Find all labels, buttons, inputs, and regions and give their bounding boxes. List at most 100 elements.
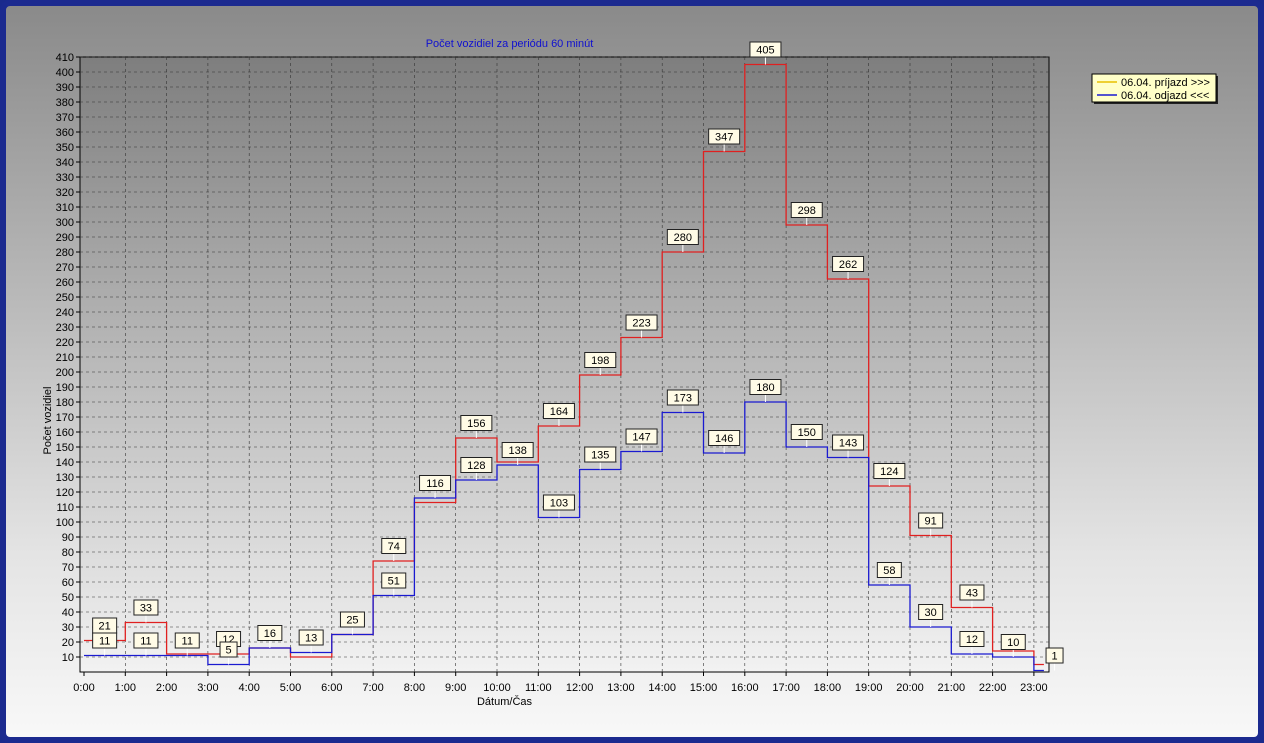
data-label: 11 xyxy=(140,636,151,648)
y-tick-label: 300 xyxy=(56,217,74,229)
x-axis-title: Dátum/Čas xyxy=(477,695,533,708)
x-tick-label: 12:00 xyxy=(566,682,594,694)
y-tick-label: 290 xyxy=(56,232,74,244)
data-label-box xyxy=(918,604,944,620)
data-label: 262 xyxy=(839,259,857,271)
data-label: 198 xyxy=(591,355,609,367)
data-label: 124 xyxy=(880,466,898,478)
y-tick-label: 60 xyxy=(62,577,74,589)
data-label-box xyxy=(257,625,283,641)
x-tick-label: 1:00 xyxy=(115,682,136,694)
x-tick-label: 6:00 xyxy=(321,682,342,694)
y-tick-label: 360 xyxy=(56,127,74,139)
data-label-box xyxy=(832,256,865,272)
x-tick-label: 7:00 xyxy=(362,682,383,694)
data-label-box xyxy=(584,352,617,368)
y-tick-label: 40 xyxy=(62,607,74,619)
y-tick-label: 280 xyxy=(56,247,74,259)
data-label-box xyxy=(625,314,658,331)
data-label: 11 xyxy=(99,636,110,648)
data-label-box xyxy=(460,457,493,473)
data-label-box xyxy=(790,202,823,218)
data-label: 11 xyxy=(182,636,193,648)
data-label-box xyxy=(832,434,865,451)
data-label-box xyxy=(381,572,407,589)
data-label-box xyxy=(749,41,782,58)
x-tick-label: 13:00 xyxy=(607,682,635,694)
data-label: 74 xyxy=(388,541,400,553)
y-tick-label: 150 xyxy=(56,442,74,454)
data-label: 280 xyxy=(674,232,692,244)
data-label-box xyxy=(419,475,452,491)
data-label: 13 xyxy=(305,633,317,645)
y-tick-label: 90 xyxy=(62,532,74,544)
x-tick-label: 14:00 xyxy=(648,682,676,694)
data-label-box xyxy=(1045,647,1064,664)
data-label-box xyxy=(625,428,658,445)
chart: 1020304050607080901001101201301401501601… xyxy=(42,38,1218,708)
y-tick-label: 160 xyxy=(56,427,74,439)
data-label-box xyxy=(1000,634,1026,650)
y-tick-label: 180 xyxy=(56,397,74,409)
x-tick-label: 10:00 xyxy=(483,682,511,694)
data-label-box xyxy=(959,631,985,647)
data-label-box xyxy=(133,599,159,616)
x-tick-label: 23:00 xyxy=(1020,682,1048,694)
data-label-box xyxy=(584,446,617,463)
y-tick-label: 170 xyxy=(56,412,74,424)
x-tick-label: 11:00 xyxy=(525,682,552,694)
data-label: 347 xyxy=(715,132,733,144)
data-label: 405 xyxy=(756,45,774,57)
x-tick-label: 22:00 xyxy=(979,682,1007,694)
y-tick-label: 270 xyxy=(56,262,74,274)
data-label: 103 xyxy=(550,498,568,510)
y-tick-label: 350 xyxy=(56,142,74,154)
y-tick-label: 330 xyxy=(56,172,74,184)
y-tick-label: 310 xyxy=(56,202,74,214)
x-tick-label: 21:00 xyxy=(938,682,966,694)
x-tick-label: 2:00 xyxy=(156,682,177,694)
data-label-box xyxy=(298,629,324,646)
data-label: 43 xyxy=(966,588,978,600)
data-label: 58 xyxy=(883,565,895,577)
data-label-box xyxy=(708,128,741,145)
y-tick-label: 30 xyxy=(62,622,74,634)
legend-label: 06.04. odjazd <<< xyxy=(1121,90,1209,102)
x-tick-label: 17:00 xyxy=(772,682,800,694)
plot-area xyxy=(79,56,1050,673)
y-tick-label: 340 xyxy=(56,157,74,169)
data-label-box xyxy=(542,494,575,511)
x-tick-label: 15:00 xyxy=(690,682,718,694)
data-label-box xyxy=(873,463,906,479)
y-tick-label: 410 xyxy=(56,52,74,64)
y-tick-label: 250 xyxy=(56,292,74,304)
data-label-box xyxy=(92,632,118,649)
data-label: 150 xyxy=(798,427,816,439)
data-label: 12 xyxy=(966,634,978,646)
data-label: 10 xyxy=(1007,637,1019,649)
data-label-box xyxy=(219,641,238,658)
data-label: 1 xyxy=(1051,651,1057,663)
data-label-box xyxy=(790,424,823,440)
y-tick-label: 80 xyxy=(62,547,74,559)
x-tick-label: 5:00 xyxy=(280,682,301,694)
data-label: 25 xyxy=(346,615,358,627)
legend-label: 06.04. príjazd >>> xyxy=(1121,77,1210,89)
data-label-box xyxy=(666,229,699,245)
data-label: 223 xyxy=(632,318,650,330)
y-tick-label: 400 xyxy=(56,67,74,79)
data-label: 16 xyxy=(264,628,276,640)
data-label-box xyxy=(959,584,985,601)
x-tick-label: 9:00 xyxy=(445,682,466,694)
data-label: 138 xyxy=(508,445,526,457)
chart-title: Počet vozidiel za periódu 60 minút xyxy=(426,38,594,50)
y-tick-label: 10 xyxy=(62,652,74,664)
data-label-box xyxy=(542,403,575,419)
data-label: 298 xyxy=(798,205,816,217)
x-tick-label: 16:00 xyxy=(731,682,759,694)
data-label: 147 xyxy=(632,432,650,444)
x-tick-label: 3:00 xyxy=(197,682,218,694)
data-label-box xyxy=(501,442,534,458)
data-label: 30 xyxy=(925,607,937,619)
